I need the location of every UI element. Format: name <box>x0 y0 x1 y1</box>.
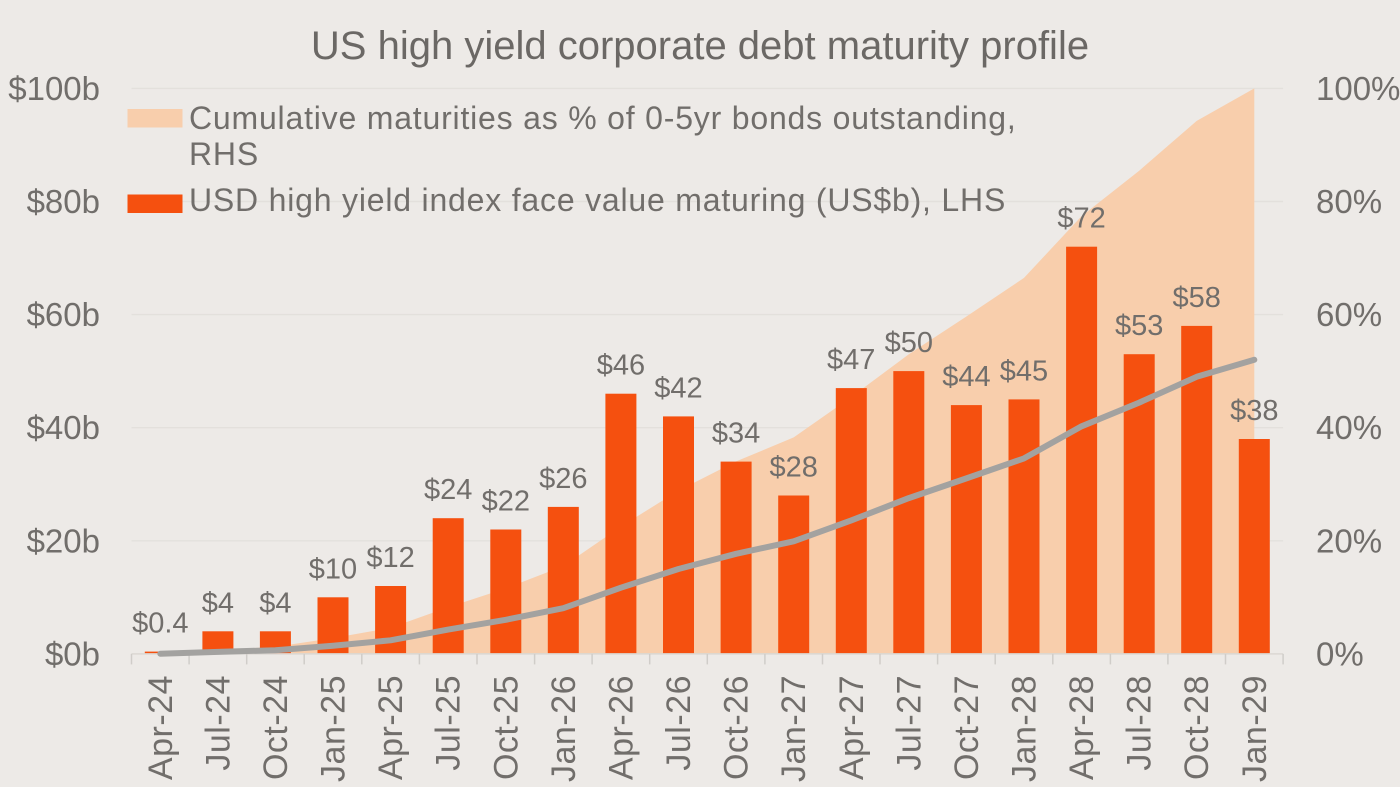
svg-text:Oct-27: Oct-27 <box>948 675 986 780</box>
svg-text:$12: $12 <box>366 542 414 574</box>
svg-text:$47: $47 <box>827 344 875 376</box>
svg-text:$45: $45 <box>1000 355 1048 387</box>
svg-text:Apr-24: Apr-24 <box>142 675 180 780</box>
svg-text:Jan-25: Jan-25 <box>315 675 353 782</box>
svg-text:$60b: $60b <box>27 296 100 333</box>
svg-text:$80b: $80b <box>27 183 100 220</box>
svg-text:USD high yield index face valu: USD high yield index face value maturing… <box>189 182 1006 218</box>
svg-text:Apr-27: Apr-27 <box>833 675 871 780</box>
svg-text:Apr-28: Apr-28 <box>1063 675 1101 780</box>
svg-text:$40b: $40b <box>27 409 100 446</box>
svg-text:Jan-29: Jan-29 <box>1236 675 1274 782</box>
svg-text:Jul-28: Jul-28 <box>1121 675 1159 771</box>
svg-text:Jan-27: Jan-27 <box>775 675 813 782</box>
svg-text:20%: 20% <box>1316 522 1382 559</box>
svg-text:$42: $42 <box>654 372 702 404</box>
svg-text:$34: $34 <box>712 418 760 450</box>
svg-text:$53: $53 <box>1115 310 1163 342</box>
svg-text:$58: $58 <box>1173 282 1221 314</box>
svg-text:Jul-27: Jul-27 <box>890 675 928 771</box>
svg-text:$44: $44 <box>942 361 990 393</box>
svg-text:$28: $28 <box>770 452 818 484</box>
svg-text:Apr-25: Apr-25 <box>372 675 410 780</box>
svg-text:Apr-26: Apr-26 <box>602 675 640 780</box>
svg-text:$50: $50 <box>885 327 933 359</box>
svg-text:$20b: $20b <box>27 522 100 559</box>
svg-text:Jul-25: Jul-25 <box>430 675 468 771</box>
svg-text:Oct-25: Oct-25 <box>487 675 525 780</box>
svg-text:$4: $4 <box>202 587 234 619</box>
svg-text:Jan-26: Jan-26 <box>545 675 583 782</box>
svg-text:Cumulative maturities as % of: Cumulative maturities as % of 0-5yr bond… <box>189 100 1017 136</box>
svg-text:$10: $10 <box>309 553 357 585</box>
svg-text:$38: $38 <box>1230 395 1278 427</box>
svg-text:$100b: $100b <box>8 70 100 107</box>
svg-text:Oct-24: Oct-24 <box>257 675 295 780</box>
svg-text:$4: $4 <box>259 587 291 619</box>
svg-text:$46: $46 <box>597 350 645 382</box>
svg-text:$0b: $0b <box>45 635 100 672</box>
svg-text:Jan-28: Jan-28 <box>1006 675 1044 782</box>
svg-text:Oct-28: Oct-28 <box>1178 675 1216 780</box>
svg-text:$24: $24 <box>424 474 472 506</box>
svg-text:Jul-24: Jul-24 <box>199 675 237 771</box>
svg-text:$0.4: $0.4 <box>132 608 188 640</box>
svg-text:40%: 40% <box>1316 409 1382 446</box>
svg-text:60%: 60% <box>1316 296 1382 333</box>
svg-text:US high yield corporate debt m: US high yield corporate debt maturity pr… <box>311 24 1089 68</box>
svg-text:100%: 100% <box>1316 70 1400 107</box>
svg-text:0%: 0% <box>1316 635 1364 672</box>
svg-text:RHS: RHS <box>189 136 259 172</box>
svg-text:Oct-26: Oct-26 <box>718 675 756 780</box>
svg-text:$26: $26 <box>539 463 587 495</box>
svg-text:Jul-26: Jul-26 <box>660 675 698 771</box>
svg-text:80%: 80% <box>1316 183 1382 220</box>
svg-text:$72: $72 <box>1057 203 1105 235</box>
svg-text:$22: $22 <box>482 486 530 518</box>
